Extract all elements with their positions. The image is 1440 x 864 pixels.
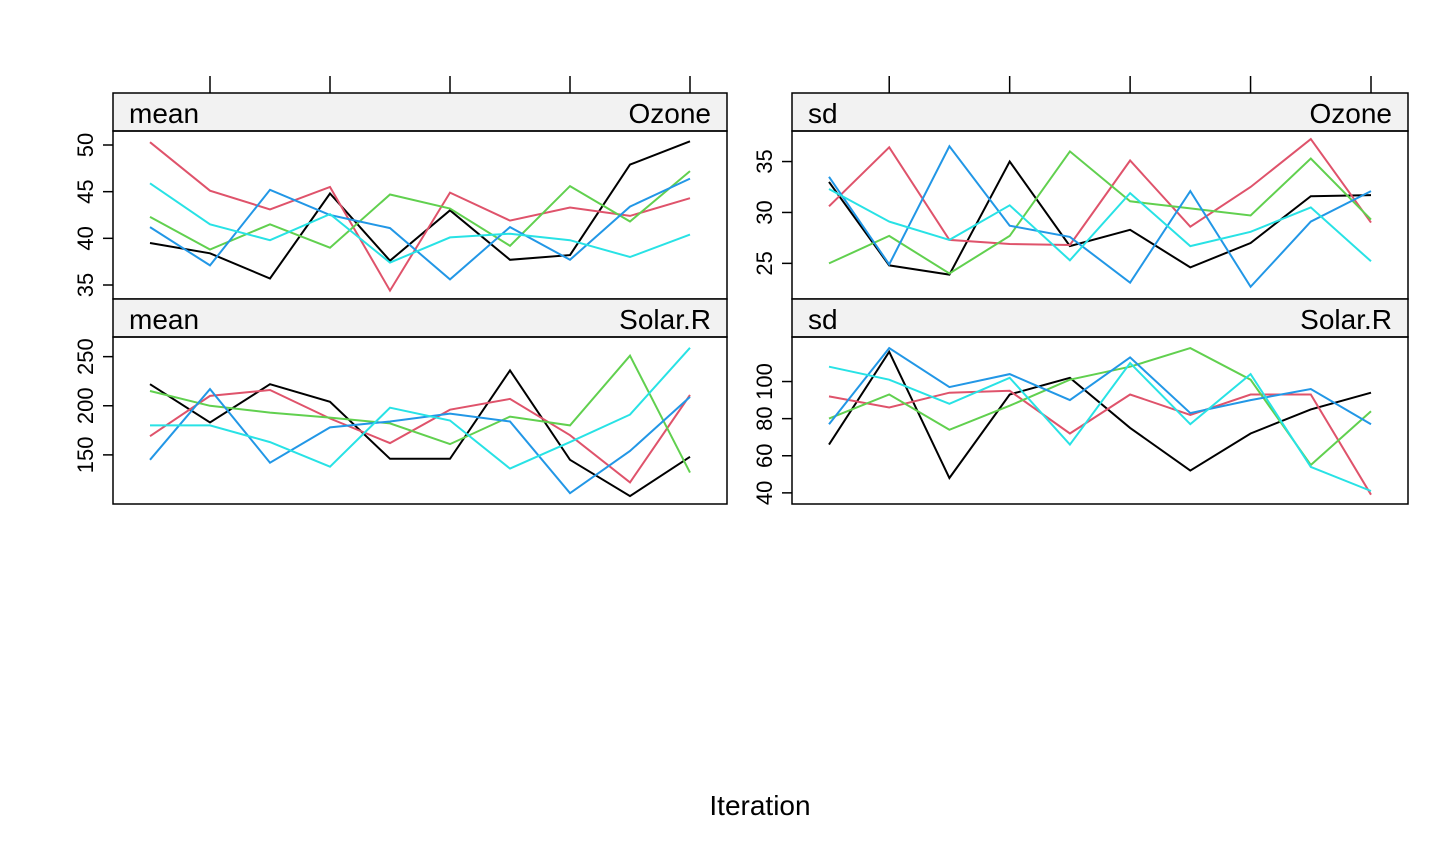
series-line-5: [828, 188, 1372, 263]
series-line-3: [149, 170, 691, 251]
panel-sd-ozone: sd Ozone 25 30 35: [752, 76, 1409, 300]
y-tick-label: 60: [752, 444, 777, 468]
series-line-3: [149, 353, 691, 474]
x-axis-title: Iteration: [709, 790, 810, 821]
series-line-1: [149, 368, 691, 498]
y-tick-label: 40: [73, 226, 98, 250]
y-tick-label: 40: [752, 481, 777, 505]
panel-sd-solar-r: sd Solar.R 40 60 80 100: [752, 298, 1409, 505]
strip-stat-label: sd: [808, 98, 838, 129]
series-line-4: [149, 177, 691, 281]
plot-frame: [791, 336, 1409, 505]
y-tick-label: 80: [752, 406, 777, 430]
y-tick-label: 100: [752, 363, 777, 400]
series-line-4: [828, 346, 1372, 426]
series-line-5: [149, 182, 691, 264]
panels-group: mean Ozone 35 40 45 50 sd Ozone 25 30 35 mean Solar.…: [73, 76, 1409, 505]
strip: [112, 92, 728, 132]
strip-stat-label: mean: [129, 304, 199, 335]
y-tick-label: 35: [73, 273, 98, 297]
strip: [112, 298, 728, 338]
panel-mean-ozone: mean Ozone 35 40 45 50: [73, 76, 728, 300]
strip: [791, 298, 1409, 338]
series-line-3: [828, 347, 1372, 467]
panel-mean-solar-r: mean Solar.R 150 200 250: [73, 298, 728, 505]
series-line-2: [828, 137, 1372, 247]
y-tick-label: 45: [73, 179, 98, 203]
plot-frame: [112, 336, 728, 505]
y-tick-label: 250: [73, 338, 98, 375]
series-line-5: [150, 347, 691, 470]
y-tick-label: 50: [73, 133, 98, 157]
series-line-5: [828, 361, 1372, 492]
series-line-2: [149, 388, 691, 484]
strip-variable-label: Solar.R: [619, 304, 711, 335]
strip-variable-label: Ozone: [1310, 98, 1393, 129]
plot-frame: [791, 130, 1409, 300]
strip-variable-label: Solar.R: [1300, 304, 1392, 335]
strip-variable-label: Ozone: [629, 98, 712, 129]
strip-stat-label: mean: [129, 98, 199, 129]
y-tick-label: 30: [752, 200, 777, 224]
y-tick-label: 150: [73, 437, 98, 474]
series-line-1: [149, 140, 691, 280]
series-line-3: [828, 149, 1372, 275]
strip-stat-label: sd: [808, 304, 838, 335]
y-tick-label: 25: [752, 251, 777, 275]
series-line-4: [149, 387, 691, 495]
y-tick-label: 35: [752, 149, 777, 173]
series-line-4: [828, 144, 1372, 289]
y-tick-label: 200: [73, 387, 98, 424]
series-line-2: [149, 141, 691, 293]
